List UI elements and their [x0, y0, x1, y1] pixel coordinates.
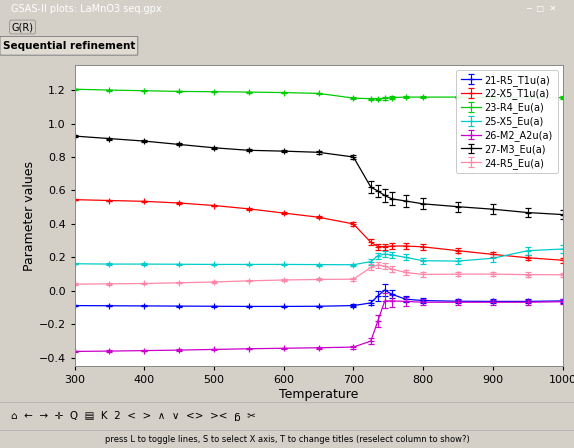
- X-axis label: Temperature: Temperature: [279, 388, 358, 401]
- FancyBboxPatch shape: [0, 36, 138, 55]
- Y-axis label: Parameter values: Parameter values: [23, 160, 36, 271]
- Text: press L to toggle lines, S to select X axis, T to change titles (reselect column: press L to toggle lines, S to select X a…: [104, 435, 470, 444]
- Text: ⌂  ←  →  ✛  Q  ▤  K  2  <  >  ∧  ∨  <>  ><  ᵷ  ✂: ⌂ ← → ✛ Q ▤ K 2 < > ∧ ∨ <> >< ᵷ ✂: [11, 411, 257, 421]
- Text: GSAS-II plots: LaMnO3 seq.gpx: GSAS-II plots: LaMnO3 seq.gpx: [11, 4, 162, 14]
- Text: Sequential refinement: Sequential refinement: [3, 41, 135, 51]
- Text: G(R): G(R): [11, 22, 33, 32]
- Text: ─  □  ✕: ─ □ ✕: [526, 4, 557, 13]
- Legend: 21-R5_T1u(a), 22-X5_T1u(a), 23-R4_Eu(a), 25-X5_Eu(a), 26-M2_A2u(a), 27-M3_Eu(a),: 21-R5_T1u(a), 22-X5_T1u(a), 23-R4_Eu(a),…: [456, 70, 558, 173]
